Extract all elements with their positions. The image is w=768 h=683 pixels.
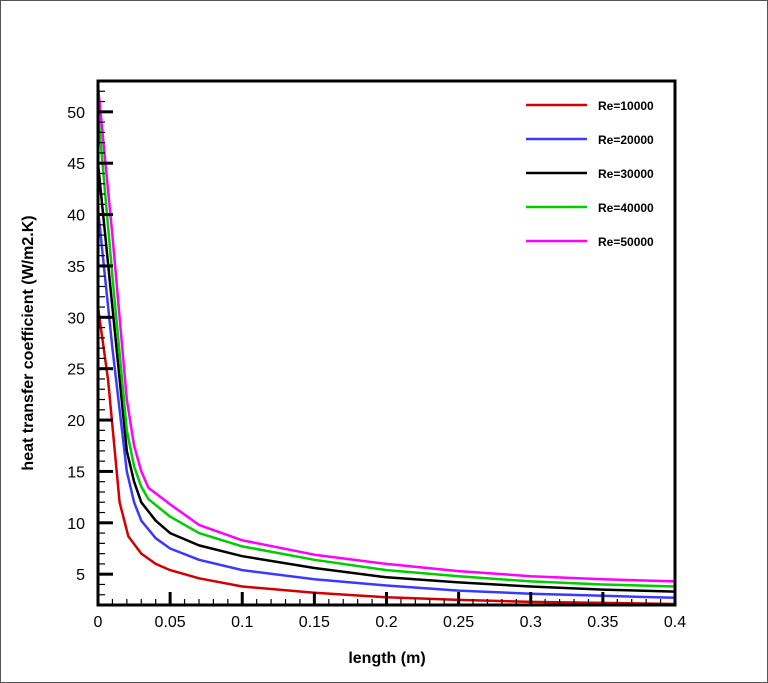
series-line-re-20000	[96, 209, 676, 600]
y-tick-label: 15	[67, 464, 85, 481]
series-line-re-50000	[96, 85, 676, 583]
y-tick-label: 20	[67, 413, 85, 430]
x-tick-label: 0.15	[299, 614, 330, 631]
series-line-re-30000	[96, 163, 676, 593]
plot-frame	[96, 79, 677, 607]
legend-label: Re=30000	[598, 167, 654, 181]
y-axis-ticks: 5 10 15 20 25 30 35 40 45 50	[67, 80, 113, 606]
x-tick-label: 0	[94, 614, 103, 631]
y-tick-label: 40	[67, 208, 85, 225]
x-tick-label: 0.3	[520, 614, 542, 631]
x-tick-label: 0.2	[375, 614, 397, 631]
x-tick-label: 0.25	[443, 614, 474, 631]
x-axis-ticks: 0 0.05 0.1 0.15 0.2 0.25 0.3 0.35 0.4	[94, 592, 686, 631]
plot-lines	[96, 85, 676, 606]
y-tick-label: 35	[67, 259, 85, 276]
legend-label: Re=10000	[598, 99, 654, 113]
x-tick-label: 0.35	[587, 614, 618, 631]
legend-label: Re=50000	[598, 235, 654, 249]
x-axis-title: length (m)	[348, 650, 425, 667]
x-tick-label: 0.1	[231, 614, 253, 631]
y-tick-label: 50	[67, 105, 85, 122]
series-line-re-10000	[96, 306, 676, 606]
x-tick-label: 0.4	[664, 614, 686, 631]
y-axis-title: heat transfer coefficient (W/m2.K)	[20, 215, 37, 470]
y-tick-label: 30	[67, 310, 85, 327]
legend-label: Re=20000	[598, 133, 654, 147]
y-tick-label: 45	[67, 156, 85, 173]
y-tick-label: 10	[67, 516, 85, 533]
x-tick-label: 0.05	[155, 614, 186, 631]
legend: Re=10000 Re=20000 Re=30000 Re=40000 Re=50000	[526, 99, 654, 249]
series-line-re-40000	[96, 111, 676, 588]
y-tick-label: 25	[67, 362, 85, 379]
y-tick-label: 5	[76, 567, 85, 584]
legend-label: Re=40000	[598, 201, 654, 215]
